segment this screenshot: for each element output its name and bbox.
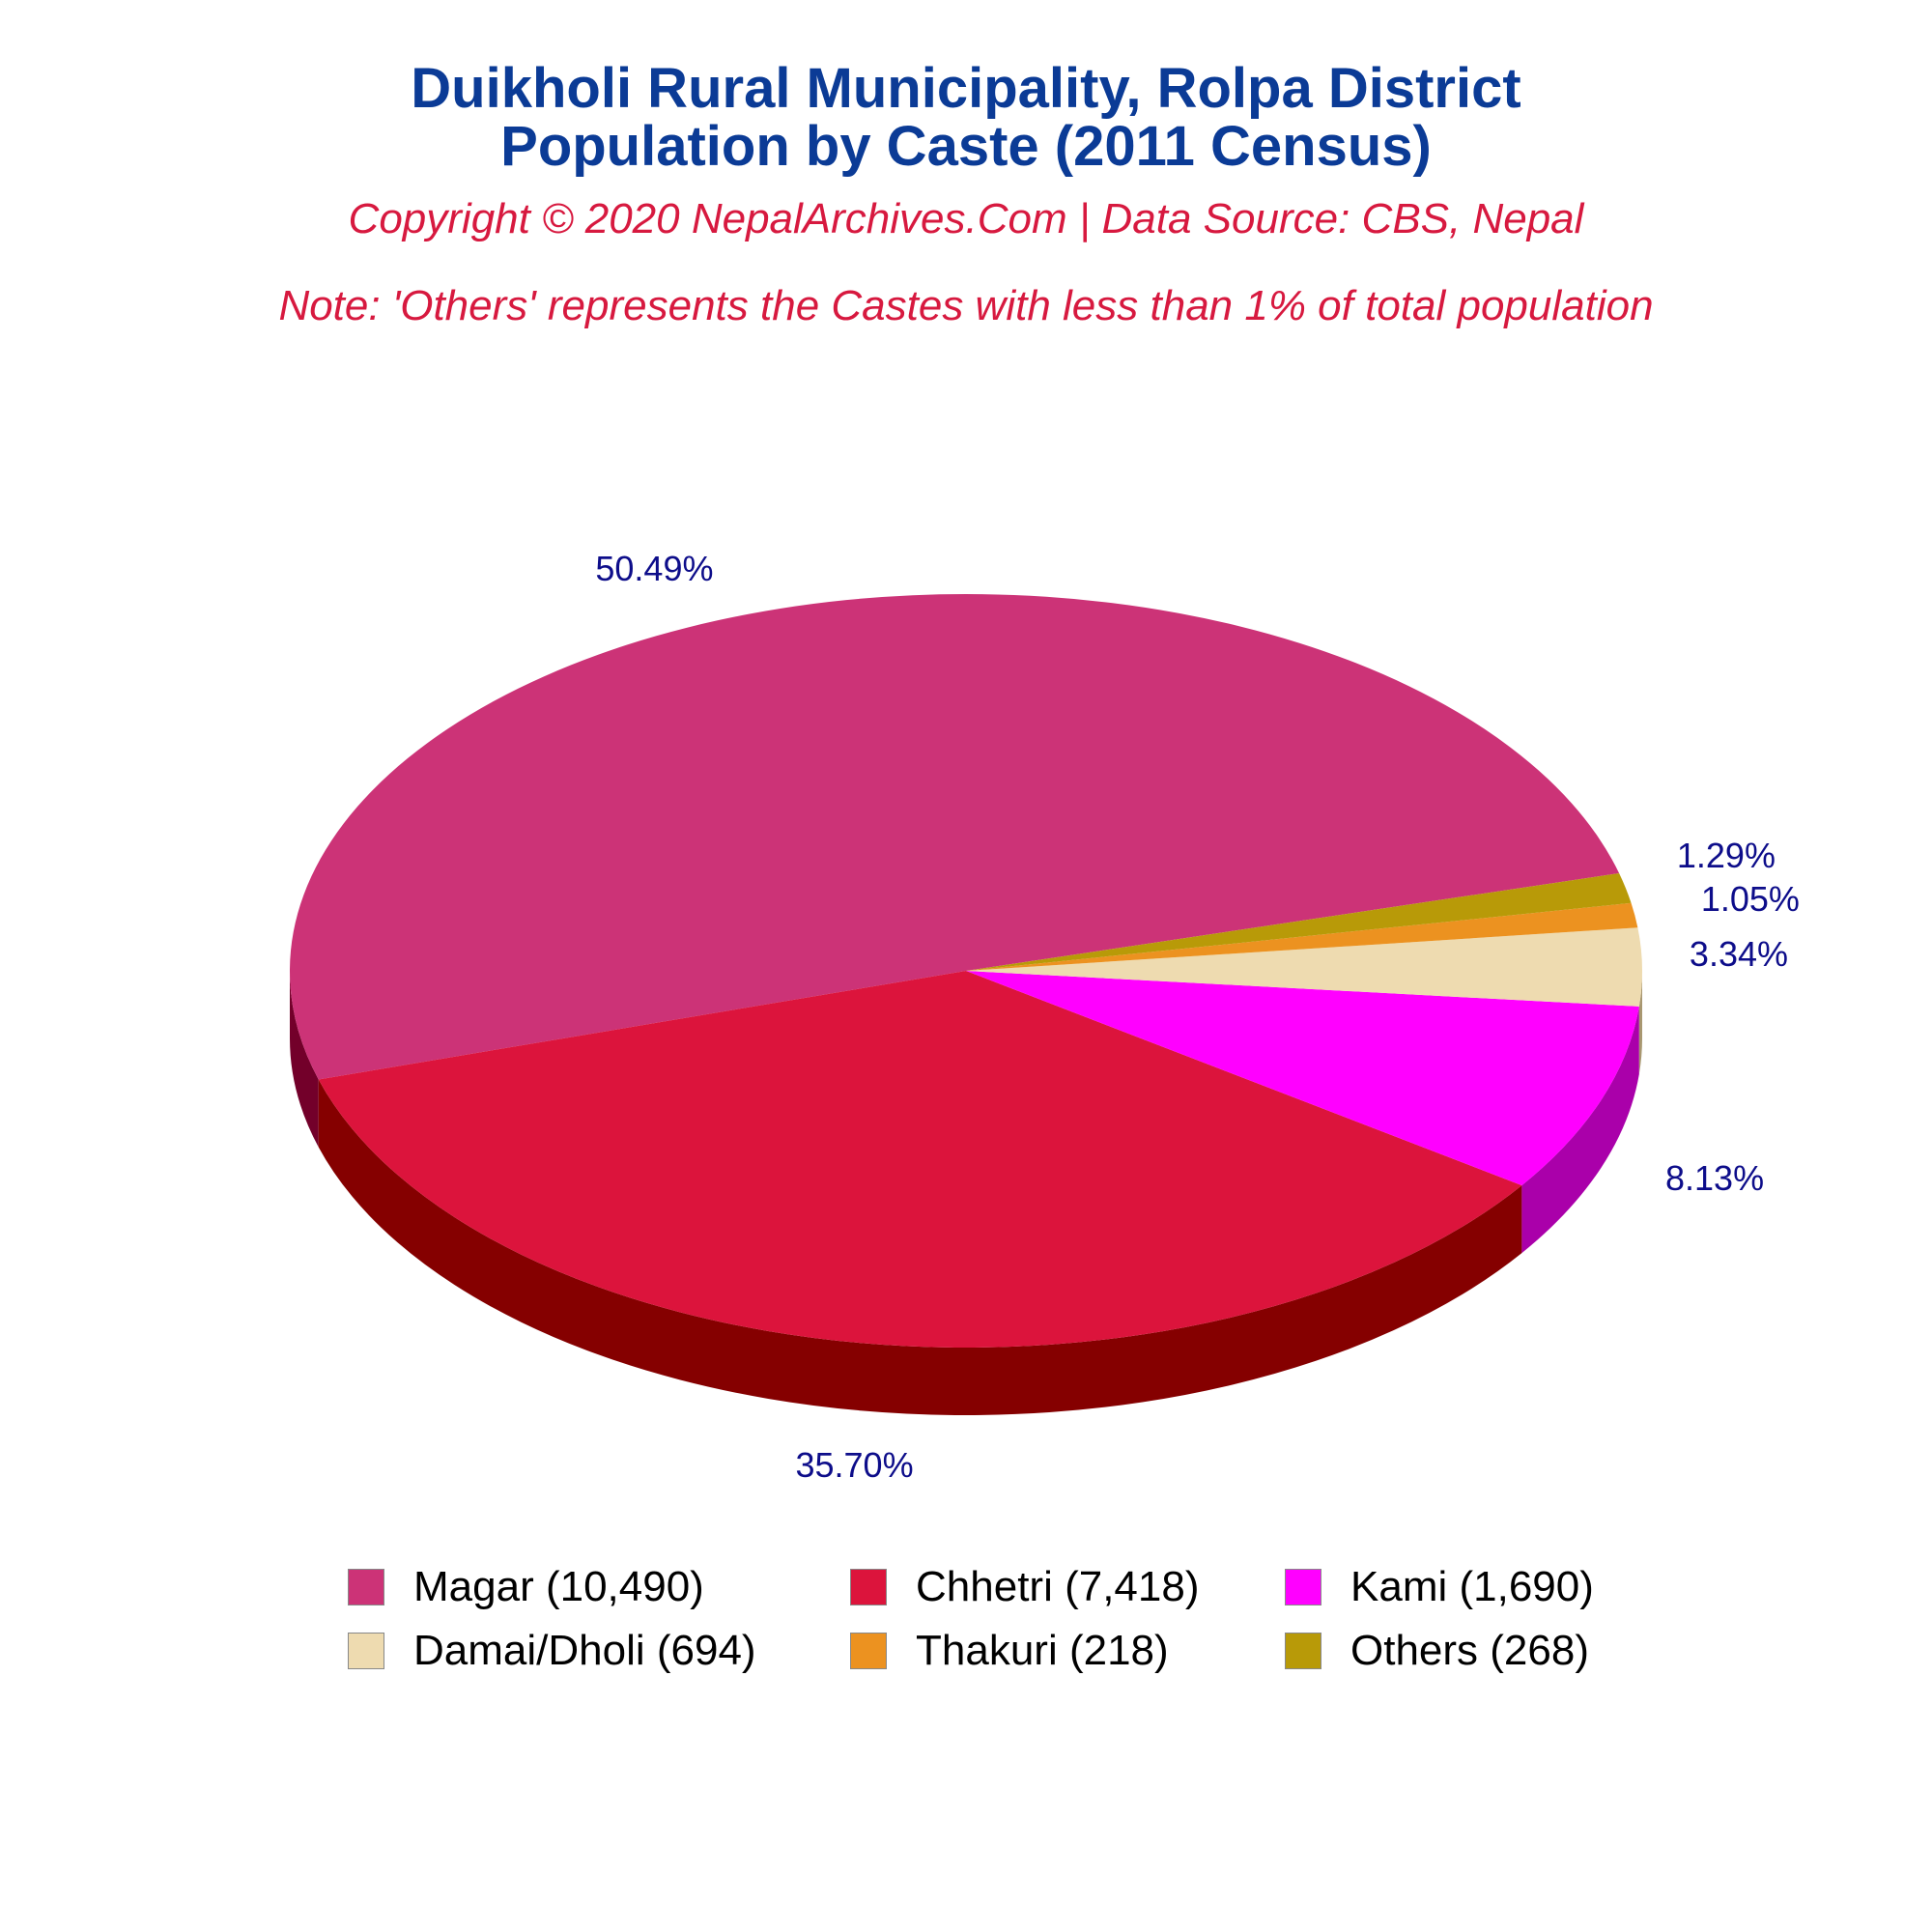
- legend-label: Damai/Dholi (694): [413, 1627, 756, 1674]
- pie-slice-damai-dholi: [966, 927, 1642, 1007]
- legend-swatch: [1285, 1633, 1321, 1669]
- pie-labels: 50.49% 35.70% 8.13% 3.34% 1.05% 1.29%: [595, 549, 1800, 1485]
- legend-item: Damai/Dholi (694): [348, 1624, 850, 1678]
- pie-side-magar: [290, 971, 319, 1148]
- legend-swatch: [348, 1633, 384, 1669]
- legend-item: Magar (10,490): [348, 1560, 850, 1614]
- legend-item: Others (268): [1285, 1624, 1671, 1678]
- pie-slice-chhetri: [318, 971, 1522, 1349]
- legend-label: Kami (1,690): [1350, 1563, 1594, 1610]
- pie-label-thakuri: 1.05%: [1701, 879, 1800, 919]
- pie-label-kami: 8.13%: [1665, 1158, 1764, 1198]
- pie-slices: [289, 593, 1642, 1349]
- chart-title-line-2: Population by Caste (2011 Census): [500, 115, 1432, 178]
- chart-subtitle: Copyright © 2020 NepalArchives.Com | Dat…: [348, 195, 1584, 242]
- legend-swatch: [1285, 1569, 1321, 1605]
- chart-note: Note: 'Others' represents the Castes wit…: [278, 282, 1654, 329]
- pie-side-damai-dholi: [1638, 971, 1642, 1074]
- legend-label: Chhetri (7,418): [916, 1563, 1200, 1610]
- legend-swatch: [850, 1633, 887, 1669]
- legend-item: Thakuri (218): [850, 1624, 1285, 1678]
- pie-slice-thakuri: [966, 902, 1638, 971]
- legend-item: Kami (1,690): [1285, 1560, 1671, 1614]
- pie-side-kami: [1521, 1006, 1639, 1254]
- pie-label-others: 1.29%: [1677, 836, 1776, 875]
- legend-item: Chhetri (7,418): [850, 1560, 1285, 1614]
- legend-label: Magar (10,490): [413, 1563, 704, 1610]
- pie-side-chhetri: [318, 1079, 1522, 1415]
- pie-sides: [290, 971, 1642, 1415]
- chart-title-line-1: Duikholi Rural Municipality, Rolpa Distr…: [411, 57, 1521, 120]
- pie-slice-others: [966, 872, 1632, 971]
- pie-label-damai-dholi: 3.34%: [1690, 934, 1788, 974]
- legend-label: Thakuri (218): [916, 1627, 1169, 1674]
- pie-slice-magar: [289, 593, 1620, 1080]
- legend-label: Others (268): [1350, 1627, 1589, 1674]
- pie-label-magar: 50.49%: [595, 549, 713, 588]
- chart-legend: Magar (10,490) Chhetri (7,418) Kami (1,690…: [348, 1560, 1671, 1678]
- chart-titles: Duikholi Rural Municipality, Rolpa Distr…: [0, 60, 1932, 330]
- pie-label-chhetri: 35.70%: [795, 1445, 913, 1485]
- pie-slice-kami: [966, 971, 1639, 1186]
- legend-swatch: [348, 1569, 384, 1605]
- legend-swatch: [850, 1569, 887, 1605]
